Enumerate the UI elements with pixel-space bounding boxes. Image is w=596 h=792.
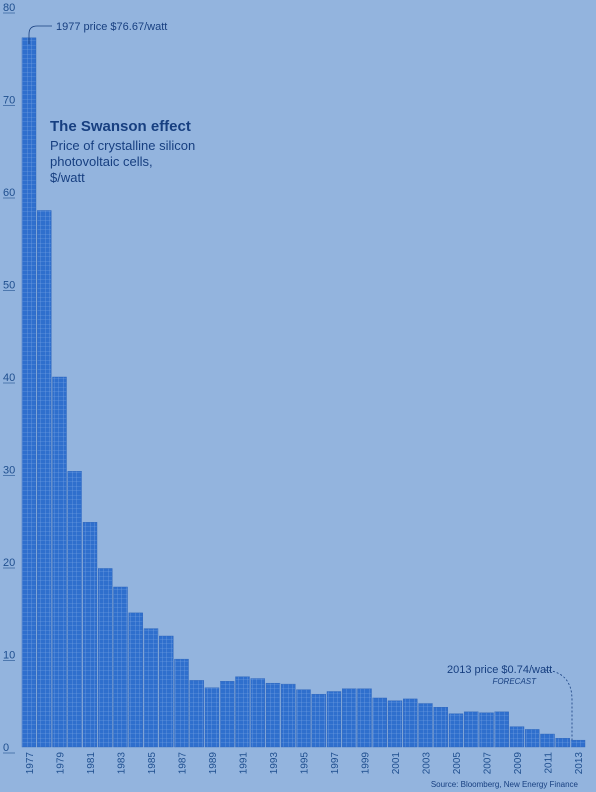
- x-tick-label-2013: 2013: [574, 752, 585, 775]
- x-tick-label-1989: 1989: [208, 752, 219, 775]
- x-tick-label-2001: 2001: [391, 752, 402, 775]
- bar-2013: [570, 739, 586, 748]
- y-tick-label-20: 20: [3, 557, 15, 569]
- bar-1995: [296, 689, 311, 748]
- bar-1980: [67, 471, 82, 748]
- x-tick-label-1999: 1999: [361, 752, 372, 775]
- bar-1996: [311, 694, 326, 748]
- bar-1989: [204, 687, 220, 748]
- chart-title: The Swanson effect: [50, 118, 191, 135]
- bar-1999: [357, 688, 372, 748]
- y-tick-label-80: 80: [3, 2, 15, 14]
- bar-1978: [37, 210, 52, 748]
- x-tick-label-1993: 1993: [269, 752, 280, 775]
- bar-1979: [52, 376, 67, 748]
- bar-2000: [372, 697, 387, 748]
- bars-group: [21, 37, 586, 748]
- x-tick-label-2007: 2007: [483, 752, 494, 775]
- bar-1982: [98, 568, 113, 748]
- bar-1998: [342, 688, 357, 748]
- bar-1986: [159, 635, 174, 748]
- bar-1992: [250, 678, 265, 748]
- bar-2002: [403, 698, 418, 748]
- x-axis: 1977 1979 1981 1983 1985 1987 1989 1991 1993 1995…: [25, 752, 585, 775]
- chart-subtitle-line-3: $/watt: [50, 170, 85, 185]
- bar-2006: [464, 711, 479, 748]
- bar-1981: [82, 522, 98, 748]
- y-tick-label-10: 10: [3, 650, 15, 662]
- x-tick-label-2009: 2009: [513, 752, 524, 775]
- bar-1991: [235, 676, 250, 748]
- bar-2003: [418, 703, 433, 748]
- bar-1997: [326, 691, 342, 748]
- bar-2005: [448, 713, 464, 748]
- x-tick-label-1995: 1995: [300, 752, 311, 775]
- bar-1994: [281, 683, 296, 748]
- y-tick-label-30: 30: [3, 465, 15, 477]
- x-tick-label-2003: 2003: [422, 752, 433, 775]
- bar-1977: [21, 37, 37, 748]
- first-price-callout-line: [28, 25, 52, 44]
- bar-2012: [555, 738, 570, 748]
- x-tick-label-1979: 1979: [56, 752, 67, 775]
- x-tick-label-1997: 1997: [330, 752, 341, 775]
- x-tick-label-1983: 1983: [117, 752, 128, 775]
- bar-1987: [174, 658, 189, 748]
- bar-2010: [525, 729, 540, 748]
- bar-1983: [113, 586, 128, 748]
- bar-2004: [433, 707, 448, 748]
- y-tick-label-50: 50: [3, 280, 15, 292]
- y-tick-label-40: 40: [3, 372, 15, 384]
- bar-2008: [494, 711, 509, 748]
- x-tick-label-2005: 2005: [452, 752, 463, 775]
- chart-subtitle-line-1: Price of crystalline silicon: [50, 138, 195, 153]
- y-tick-label-0: 0: [3, 742, 9, 754]
- x-tick-label-2011: 2011: [544, 752, 555, 774]
- x-tick-label-1985: 1985: [147, 752, 158, 775]
- last-price-annotation: 2013 price $0.74/watt: [447, 664, 552, 676]
- bar-2011: [540, 733, 555, 748]
- chart-subtitle-line-2: photovoltaic cells,: [50, 154, 153, 169]
- forecast-label: FORECAST: [492, 677, 537, 686]
- bar-1985: [143, 628, 159, 748]
- y-tick-label-70: 70: [3, 95, 15, 107]
- bar-1993: [265, 682, 281, 748]
- bar-2009: [509, 726, 525, 748]
- x-tick-label-1981: 1981: [86, 752, 97, 775]
- bar-1984: [128, 612, 143, 748]
- first-price-annotation: 1977 price $76.67/watt: [56, 21, 167, 33]
- x-tick-label-1991: 1991: [239, 752, 250, 775]
- bar-1988: [189, 680, 204, 748]
- x-tick-label-1977: 1977: [25, 752, 36, 775]
- x-tick-label-1987: 1987: [178, 752, 189, 775]
- last-price-callout-line: [544, 669, 573, 740]
- bar-2007: [479, 712, 494, 748]
- y-axis: 0 10 20 30 40 50 60 70 80: [3, 2, 15, 754]
- bar-1990: [220, 681, 235, 748]
- bar-2001: [387, 700, 403, 748]
- source-note: Source: Bloomberg, New Energy Finance: [431, 780, 579, 789]
- y-tick-label-60: 60: [3, 187, 15, 199]
